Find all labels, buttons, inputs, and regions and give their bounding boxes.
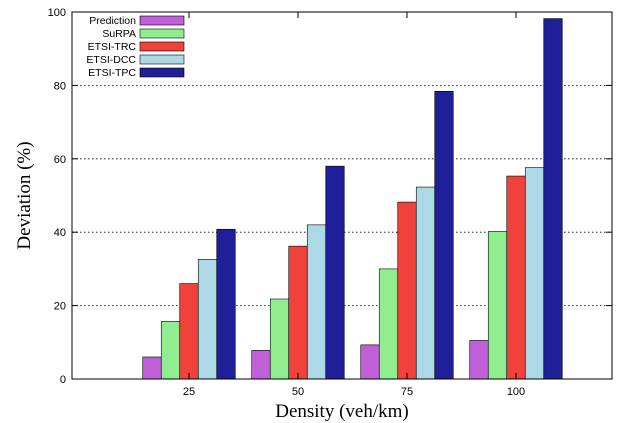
legend-swatch-prediction xyxy=(139,15,185,26)
bar-prediction-50 xyxy=(251,350,271,380)
legend-swatch-surpa xyxy=(139,28,185,39)
bars xyxy=(142,18,563,380)
y-tick-label: 100 xyxy=(48,7,66,19)
legend-swatch-etsi-dcc xyxy=(139,54,185,65)
legend-label: SuRPA xyxy=(102,28,136,40)
bar-etsi-dcc-25 xyxy=(197,259,218,380)
y-tick-label: 40 xyxy=(54,227,66,239)
legend-label: ETSI-TRC xyxy=(88,41,137,53)
x-tick-label: 75 xyxy=(401,386,413,398)
legend-swatch-etsi-tpc xyxy=(139,67,185,78)
x-axis-ticks: 25 50 75 100 xyxy=(183,12,525,398)
bar-etsi-trc-100 xyxy=(506,175,526,380)
x-axis-title: Density (veh/km) xyxy=(275,401,409,422)
y-axis-title: Deviation (%) xyxy=(14,141,35,249)
plot-frame xyxy=(71,11,613,380)
legend-label: ETSI-DCC xyxy=(86,54,136,66)
y-tick-label: 20 xyxy=(54,301,66,313)
bar-etsi-trc-50 xyxy=(288,245,308,380)
bar-etsi-dcc-100 xyxy=(524,167,545,380)
bar-prediction-100 xyxy=(469,340,489,380)
y-tick-label: 80 xyxy=(54,80,66,92)
bar-etsi-dcc-50 xyxy=(306,224,327,380)
bar-etsi-trc-75 xyxy=(397,201,417,380)
bar-surpa-75 xyxy=(378,268,399,380)
y-tick-label: 0 xyxy=(60,374,66,386)
bar-etsi-trc-25 xyxy=(179,283,199,380)
legend-label: ETSI-TPC xyxy=(88,67,136,79)
legend-swatch-etsi-trc xyxy=(139,41,185,52)
bar-etsi-tpc-50 xyxy=(325,165,345,380)
bar-prediction-75 xyxy=(360,344,380,380)
x-tick-label: 50 xyxy=(292,386,304,398)
bar-etsi-tpc-75 xyxy=(434,90,454,380)
x-tick-label: 100 xyxy=(507,386,525,398)
y-axis-ticks: 0 20 40 60 80 100 xyxy=(48,7,612,386)
x-tick-label: 25 xyxy=(183,386,195,398)
bar-prediction-25 xyxy=(142,356,162,380)
y-tick-label: 60 xyxy=(54,154,66,166)
bar-etsi-tpc-100 xyxy=(543,18,563,380)
legend-label: Prediction xyxy=(89,15,136,27)
bar-etsi-dcc-75 xyxy=(415,186,436,380)
bar-surpa-100 xyxy=(487,231,508,380)
bar-etsi-tpc-25 xyxy=(216,228,236,380)
bar-surpa-50 xyxy=(269,298,290,380)
bar-surpa-25 xyxy=(160,321,181,380)
